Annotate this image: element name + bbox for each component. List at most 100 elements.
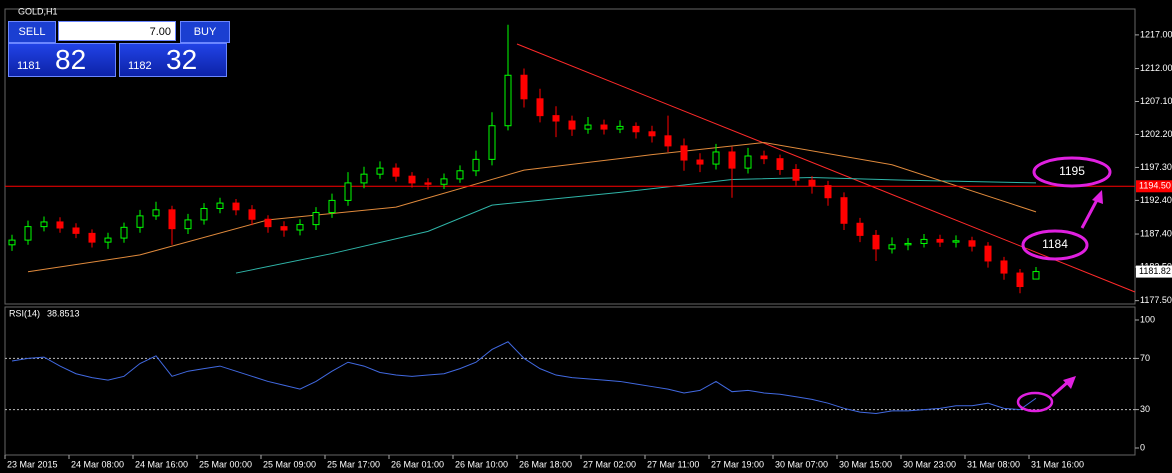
- x-tick-label: 30 Mar 23:00: [903, 459, 956, 469]
- sell-button[interactable]: SELL: [8, 21, 56, 43]
- candle-body: [760, 155, 768, 160]
- candle-body: [184, 219, 192, 230]
- candle-body: [296, 224, 304, 231]
- candle-body: [536, 98, 544, 117]
- candle-body: [648, 131, 656, 137]
- candle-body: [520, 74, 528, 100]
- y-tick-label: 1212.00: [1140, 63, 1172, 73]
- x-tick-label: 31 Mar 08:00: [967, 459, 1020, 469]
- bid-box[interactable]: 1181 82: [8, 43, 116, 77]
- indicator-value: 38.8513: [47, 308, 80, 318]
- annotation-ellipse: [1021, 229, 1089, 261]
- candle-body: [424, 182, 432, 185]
- ma-line: [235, 177, 1037, 274]
- candle-body: [632, 125, 640, 133]
- candle-body: [1000, 260, 1008, 274]
- main-frame: [4, 8, 1136, 305]
- candle-body: [888, 244, 896, 250]
- x-tick-label: 25 Mar 09:00: [263, 459, 316, 469]
- candle-body: [712, 151, 720, 165]
- candle-body: [216, 202, 224, 209]
- candle-body: [616, 125, 624, 130]
- candle-body: [264, 218, 272, 228]
- volume[interactable]: 7.00: [58, 21, 176, 41]
- candle-body: [792, 168, 800, 181]
- candle-body: [472, 158, 480, 172]
- candle-body: [744, 155, 752, 169]
- x-tick-label: 27 Mar 02:00: [583, 459, 636, 469]
- y-tick-label: 100: [1140, 314, 1155, 324]
- y-tick-label: 1207.10: [1140, 96, 1172, 106]
- candle-body: [552, 115, 560, 122]
- symbol: GOLD,H1: [18, 6, 58, 16]
- x-tick-label: 31 Mar 16:00: [1031, 459, 1084, 469]
- y-tick-label: 1177.50: [1140, 295, 1172, 305]
- candle-body: [88, 232, 96, 243]
- candle-body: [600, 124, 608, 130]
- arrow: [1080, 197, 1100, 229]
- price-label-box: [1136, 265, 1172, 278]
- candle-body: [360, 173, 368, 184]
- y-tick-label: 70: [1140, 353, 1150, 363]
- x-tick-label: 26 Mar 01:00: [391, 459, 444, 469]
- candle-body: [568, 120, 576, 130]
- candle-body: [696, 159, 704, 165]
- candle-body: [248, 209, 256, 220]
- y-tick-label: 0: [1140, 442, 1145, 452]
- rsi-frame: [4, 306, 1136, 456]
- x-tick-label: 24 Mar 16:00: [135, 459, 188, 469]
- candle-body: [200, 207, 208, 221]
- candle-body: [952, 240, 960, 243]
- candle-body: [808, 179, 816, 187]
- candle-body: [120, 226, 128, 239]
- annotation: 1195: [1059, 164, 1085, 178]
- candle-body: [136, 215, 144, 228]
- buy-button[interactable]: BUY: [180, 21, 230, 43]
- hline-label: 1194.50: [1139, 181, 1171, 191]
- x-tick-label: 27 Mar 11:00: [647, 459, 699, 469]
- candle-body: [72, 227, 80, 234]
- arrow-head: [1063, 376, 1076, 389]
- candle-body: [680, 145, 688, 161]
- candle-body: [104, 237, 112, 243]
- y-tick-label: 1192.40: [1140, 195, 1172, 205]
- candle-body: [840, 197, 848, 224]
- candle-body: [904, 242, 912, 246]
- candle-body: [872, 234, 880, 250]
- x-tick-label: 30 Mar 15:00: [839, 459, 892, 469]
- x-tick-label: 24 Mar 08:00: [71, 459, 124, 469]
- candle-body: [1016, 272, 1024, 288]
- candle-body: [40, 221, 48, 228]
- ask-small: 32: [166, 44, 198, 75]
- candle-body: [24, 226, 32, 241]
- price-label: 1181.82: [1139, 266, 1171, 276]
- candle-body: [1032, 271, 1040, 280]
- candle-body: [56, 221, 64, 229]
- x-tick-label: 30 Mar 07:00: [775, 459, 828, 469]
- x-tick-label: 23 Mar 2015: [7, 459, 58, 469]
- candle-body: [664, 135, 672, 147]
- ask-big: 1182: [128, 60, 152, 72]
- x-tick-label: 26 Mar 10:00: [455, 459, 508, 469]
- bid-small: 82: [55, 44, 87, 75]
- candle-body: [936, 238, 944, 243]
- x-tick-label: 25 Mar 00:00: [199, 459, 252, 469]
- hline-label-box: [1136, 180, 1172, 193]
- candle-body: [984, 245, 992, 262]
- annotation-ellipse: [1032, 156, 1112, 188]
- candle-body: [728, 151, 736, 169]
- candle-body: [152, 209, 160, 217]
- bid-big: 1181: [17, 60, 41, 72]
- y-tick-label: 1187.40: [1140, 228, 1172, 238]
- annotation: 1184: [1042, 237, 1068, 251]
- candle-body: [456, 170, 464, 180]
- candle-body: [168, 209, 176, 230]
- indicator-title: RSI(14): [9, 308, 40, 318]
- highlight: [1016, 391, 1054, 413]
- y-tick-label: 30: [1140, 404, 1150, 414]
- candle-body: [376, 167, 384, 175]
- trade-panel: SELL 7.00 BUY 1181 82 1182 32: [8, 21, 230, 77]
- y-tick-label: 1202.20: [1140, 129, 1172, 139]
- ask-box[interactable]: 1182 32: [119, 43, 227, 77]
